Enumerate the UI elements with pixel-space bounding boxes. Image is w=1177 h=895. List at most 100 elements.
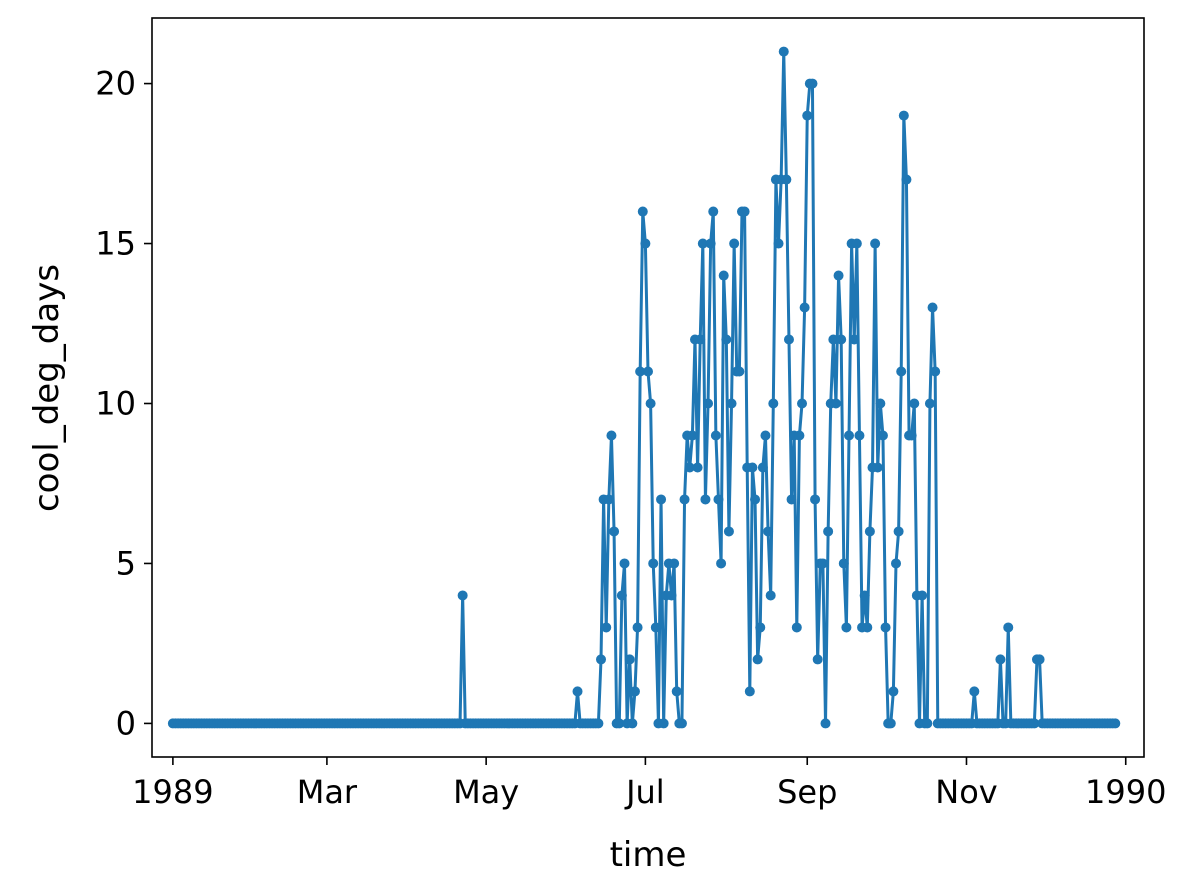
y-tick-label: 20 [95, 65, 136, 103]
data-point [807, 78, 818, 89]
data-point [666, 590, 677, 601]
data-point [637, 206, 648, 217]
data-point [635, 366, 646, 377]
data-point [676, 718, 687, 729]
data-point [705, 238, 716, 249]
data-point [726, 398, 737, 409]
data-point [645, 398, 656, 409]
x-tick-label: 1990 [1085, 773, 1166, 811]
data-point [859, 590, 870, 601]
data-point [710, 430, 721, 441]
data-point [716, 558, 727, 569]
data-point [616, 590, 627, 601]
data-point [823, 526, 834, 537]
data-point [830, 398, 841, 409]
data-point [671, 686, 682, 697]
data-point [643, 366, 653, 377]
y-axis: 0 5 10 15 20 [95, 65, 152, 742]
data-point [603, 494, 614, 505]
data-point [640, 238, 651, 249]
y-tick-label: 5 [116, 544, 136, 582]
data-point [648, 558, 659, 569]
data-point [747, 462, 758, 473]
y-tick-label: 0 [116, 704, 136, 742]
data-point [669, 558, 680, 569]
data-point [768, 398, 779, 409]
data-point [870, 238, 881, 249]
data-point [841, 622, 852, 633]
data-point [794, 430, 805, 441]
y-tick-label: 10 [95, 384, 136, 422]
data-point [917, 590, 928, 601]
data-point [783, 334, 794, 345]
data-point [854, 430, 865, 441]
data-point [713, 494, 724, 505]
data-point [650, 622, 661, 633]
data-point [778, 46, 789, 57]
data-point [627, 718, 638, 729]
data-point [658, 718, 669, 729]
data-point [851, 238, 862, 249]
data-point [930, 366, 941, 377]
data-point [708, 206, 719, 217]
x-tick-label: 1989 [132, 773, 213, 811]
data-point [609, 526, 620, 537]
data-point [1029, 718, 1040, 729]
data-point [849, 334, 860, 345]
data-point [875, 398, 886, 409]
data-point [718, 270, 729, 281]
data-point [692, 462, 703, 473]
data-point [593, 718, 604, 729]
y-axis-label: cool_deg_days [27, 264, 67, 512]
data-point [872, 462, 883, 473]
data-point [927, 302, 938, 313]
data-point [721, 334, 732, 345]
data-point [744, 686, 755, 697]
data-point [703, 398, 714, 409]
data-point [786, 494, 797, 505]
data-point [844, 430, 855, 441]
data-point [760, 430, 771, 441]
data-point [812, 654, 823, 665]
data-point [781, 174, 792, 185]
data-point [906, 430, 917, 441]
data-point [457, 590, 468, 601]
data-point [924, 398, 935, 409]
data-point [697, 238, 708, 249]
data-point [629, 686, 640, 697]
data-point [891, 558, 901, 569]
data-point [885, 718, 896, 729]
data-point [755, 622, 766, 633]
x-tick-label: Mar [297, 773, 358, 811]
x-tick-label: Nov [935, 773, 997, 811]
data-point [893, 526, 904, 537]
plot-frame [151, 17, 1145, 758]
data-point [922, 718, 933, 729]
data-point [864, 526, 875, 537]
data-point [797, 398, 808, 409]
data-point [734, 366, 745, 377]
x-tick-label: Jul [624, 773, 665, 811]
data-point [614, 718, 625, 729]
data-point [729, 238, 740, 249]
data-point [810, 494, 821, 505]
data-point [739, 206, 750, 217]
data-point [817, 558, 828, 569]
data-point [656, 494, 667, 505]
data-point [901, 174, 912, 185]
data-point [773, 238, 784, 249]
data-point [750, 494, 761, 505]
x-axis-label: time [610, 835, 687, 875]
data-point [723, 526, 734, 537]
data-point [896, 366, 907, 377]
data-point [862, 622, 873, 633]
data-point [833, 270, 844, 281]
data-point [765, 590, 776, 601]
data-point [619, 558, 630, 569]
data-point [572, 686, 583, 697]
data-point [888, 686, 899, 697]
data-point [763, 526, 774, 537]
data-point [836, 334, 847, 345]
plot-area [167, 46, 1121, 729]
